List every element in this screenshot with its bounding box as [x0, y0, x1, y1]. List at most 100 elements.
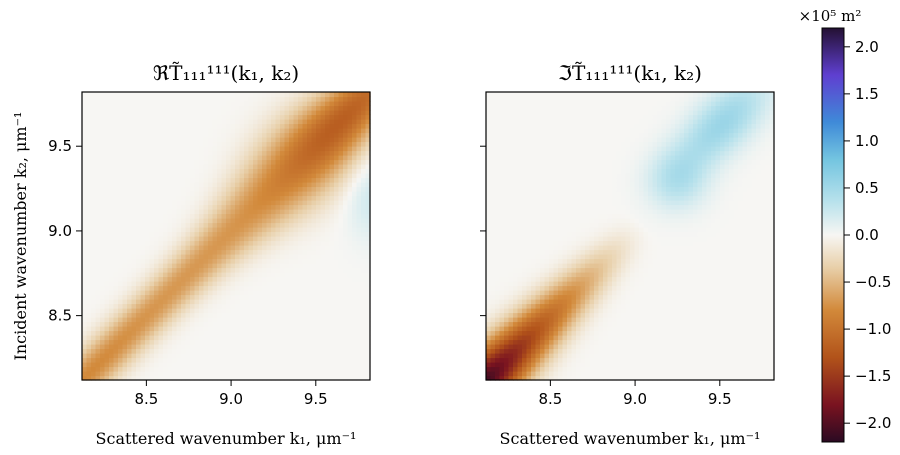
heat-real-cell [118, 195, 124, 201]
heat-real-cell [163, 231, 169, 237]
heat-real-cell [338, 209, 344, 215]
heat-real-cell [230, 101, 236, 107]
heat-real-cell [338, 285, 344, 291]
heat-real-cell [302, 357, 308, 363]
heat-real-cell [266, 290, 272, 296]
heat-imag-cell [499, 173, 505, 179]
heat-real-cell [356, 366, 362, 372]
heat-real-cell [163, 326, 169, 332]
heat-real-cell [122, 290, 128, 296]
heat-real-cell [199, 159, 205, 165]
heat-real-cell [203, 254, 209, 260]
heat-real-cell [122, 357, 128, 363]
heat-real-cell [136, 272, 142, 278]
heat-real-cell [253, 141, 259, 147]
heat-real-cell [325, 317, 331, 323]
heat-real-cell [212, 146, 218, 152]
heat-real-cell [154, 182, 160, 188]
heat-real-cell [244, 132, 250, 138]
heat-real-cell [266, 258, 272, 264]
heat-imag-cell [531, 222, 537, 228]
heat-real-cell [257, 254, 263, 260]
heat-real-cell [217, 236, 223, 242]
heat-real-cell [343, 366, 349, 372]
heat-imag-cell [486, 119, 492, 125]
heat-real-cell [154, 218, 160, 224]
heat-real-cell [100, 366, 106, 372]
heat-real-cell [118, 173, 124, 179]
heat-real-cell [307, 362, 313, 368]
heat-imag-cell [522, 209, 528, 215]
heat-real-cell [91, 326, 97, 332]
heat-imag-cell [544, 290, 550, 296]
heat-real-cell [329, 155, 335, 161]
heat-real-cell [82, 294, 88, 300]
heat-real-cell [158, 294, 164, 300]
heat-real-cell [95, 290, 101, 296]
heat-real-cell [95, 227, 101, 233]
heat-imag-cell [531, 335, 537, 341]
heat-real-cell [275, 128, 281, 134]
heat-real-cell [244, 263, 250, 269]
heat-imag-cell [544, 362, 550, 368]
heat-real-cell [239, 353, 245, 359]
heat-real-cell [154, 240, 160, 246]
heat-real-cell [262, 96, 268, 102]
heat-real-cell [176, 254, 182, 260]
heat-real-cell [275, 132, 281, 138]
heat-real-cell [356, 240, 362, 246]
heat-real-cell [235, 231, 241, 237]
heat-imag-cell [531, 353, 537, 359]
heat-imag-cell [535, 119, 541, 125]
heat-real-cell [131, 150, 137, 156]
heat-real-cell [136, 263, 142, 269]
heat-real-cell [253, 357, 259, 363]
heat-real-cell [127, 159, 133, 165]
heat-real-cell [338, 141, 344, 147]
heat-real-cell [338, 321, 344, 327]
heat-real-cell [91, 267, 97, 273]
heat-imag-cell [508, 362, 514, 368]
heat-imag-cell [504, 375, 510, 381]
heat-real-cell [172, 105, 178, 111]
heat-imag-cell [540, 186, 546, 192]
heat-real-cell [212, 114, 218, 120]
heat-real-cell [284, 375, 290, 381]
heat-real-cell [194, 137, 200, 143]
heat-real-cell [176, 321, 182, 327]
heat-real-cell [338, 96, 344, 102]
heat-real-cell [329, 326, 335, 332]
heat-real-cell [302, 375, 308, 381]
heat-real-cell [167, 123, 173, 129]
heat-imag-cell [540, 245, 546, 251]
heat-real-cell [176, 128, 182, 134]
heat-imag-cell [508, 92, 514, 98]
heat-real-cell [325, 339, 331, 345]
heat-real-cell [208, 96, 214, 102]
heat-imag-cell [522, 240, 528, 246]
heat-real-cell [271, 155, 277, 161]
heat-real-cell [271, 227, 277, 233]
heat-real-cell [104, 240, 110, 246]
heat-real-cell [226, 227, 232, 233]
heat-real-cell [244, 177, 250, 183]
heat-real-cell [86, 290, 92, 296]
heat-real-cell [352, 173, 358, 179]
heat-real-cell [221, 267, 227, 273]
heat-real-cell [311, 200, 317, 206]
heat-real-cell [325, 254, 331, 260]
heat-real-cell [127, 173, 133, 179]
heat-real-cell [302, 200, 308, 206]
heat-real-cell [185, 321, 191, 327]
heat-real-cell [91, 344, 97, 350]
heat-real-cell [185, 240, 191, 246]
heat-imag-cell [526, 258, 532, 264]
heat-real-cell [221, 168, 227, 174]
heat-real-cell [167, 114, 173, 120]
heat-real-cell [284, 209, 290, 215]
heat-real-cell [131, 299, 137, 305]
heat-real-cell [104, 236, 110, 242]
heat-real-cell [334, 218, 340, 224]
heat-real-cell [185, 150, 191, 156]
heat-real-cell [199, 312, 205, 318]
